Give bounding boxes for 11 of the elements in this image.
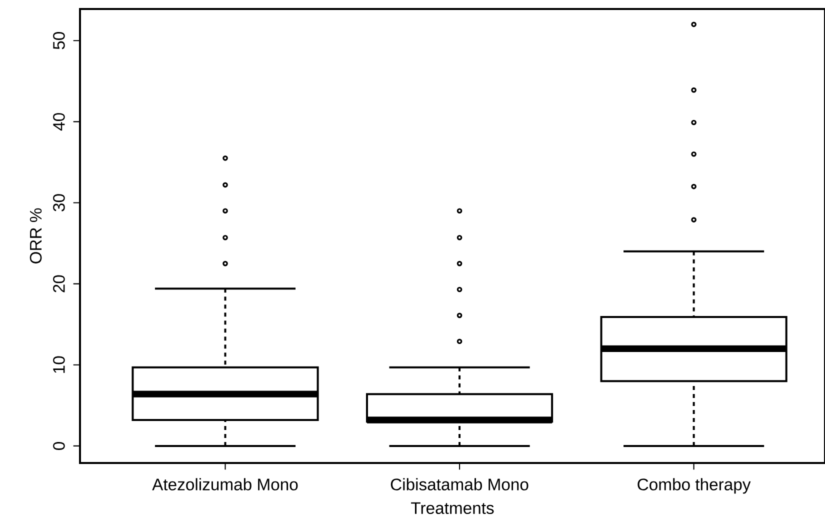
y-tick-label: 10	[53, 356, 65, 373]
y-axis-title: ORR %	[30, 208, 42, 264]
x-tick-label: Cibisatamab Mono	[390, 478, 528, 490]
x-tick-label: Combo therapy	[638, 478, 751, 494]
y-tick-label: 0	[53, 442, 65, 450]
x-tick-label: Atezolizumab Mono	[152, 478, 298, 490]
y-tick-label: 20	[53, 275, 65, 292]
y-tick-label: 50	[53, 32, 65, 50]
y-tick-label: 30	[53, 194, 65, 212]
x-axis-title: Treatments	[411, 502, 494, 514]
y-tick-label: 40	[53, 113, 65, 131]
